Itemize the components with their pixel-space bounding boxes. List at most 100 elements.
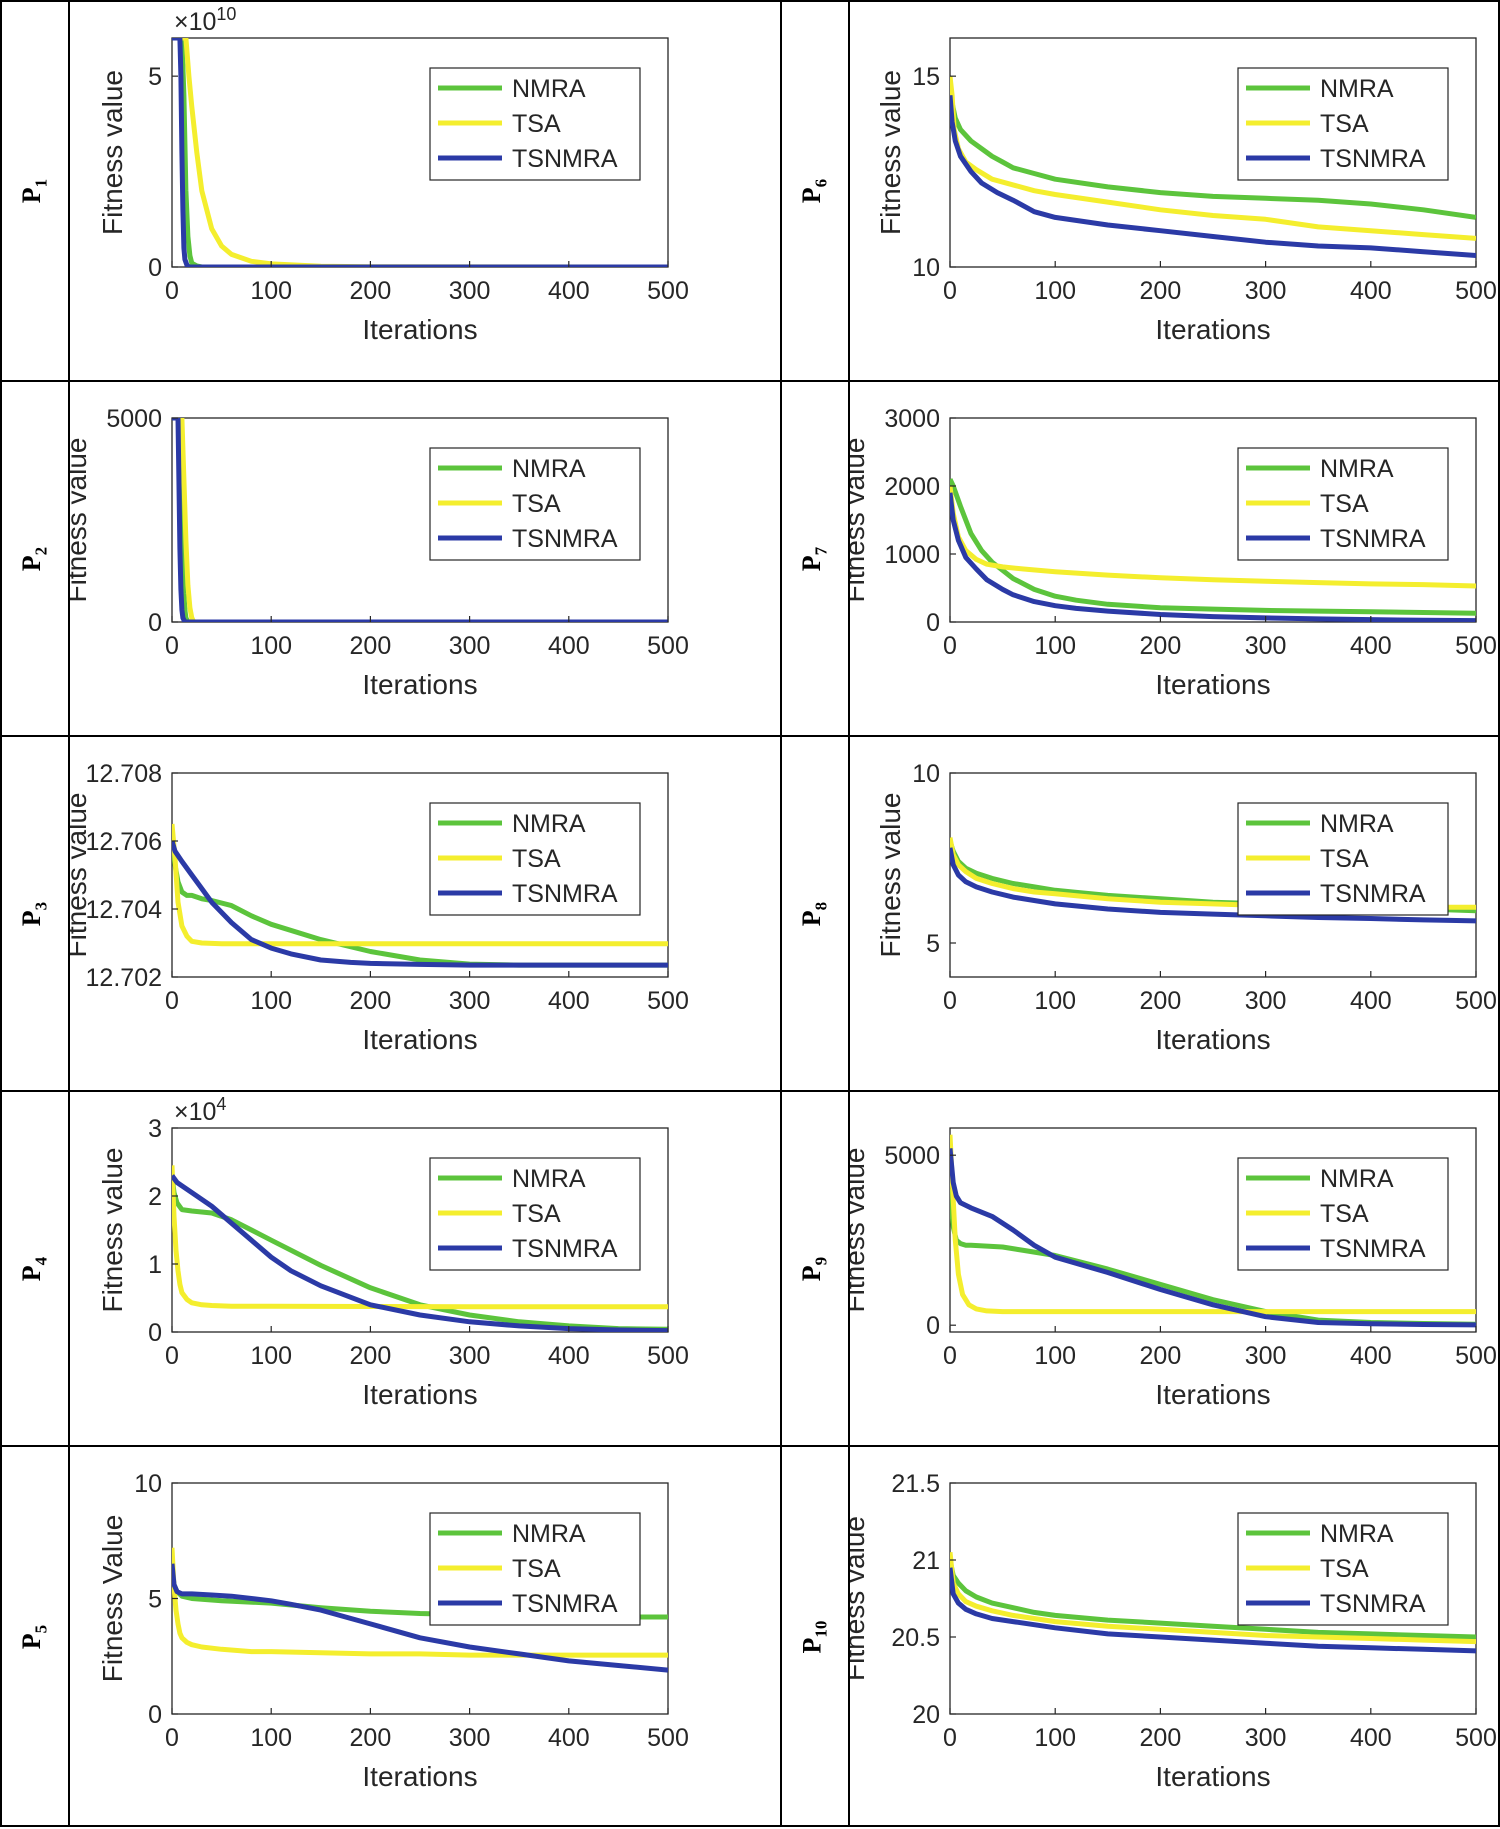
- y-axis-label: Fitness value: [97, 70, 128, 235]
- x-axis-label: Iterations: [1155, 314, 1270, 345]
- table-vline: [1498, 0, 1500, 1827]
- y-axis-label: Fitness value: [70, 793, 92, 958]
- x-axis-label: Iterations: [1155, 669, 1270, 700]
- x-tick-label: 300: [449, 987, 491, 1015]
- x-tick-label: 300: [449, 1342, 491, 1370]
- legend-label-tsnmra: TSNMRA: [1320, 525, 1426, 553]
- series-line-nmra: [950, 478, 1476, 616]
- x-tick-label: 500: [1455, 1342, 1497, 1370]
- series-line-tsnmra: [950, 95, 1476, 258]
- legend-label-nmra: NMRA: [512, 1165, 586, 1193]
- chart-p3: 0 100 200 300 400 500 12.702 12.704 12.706 12.708…: [61, 760, 689, 1055]
- row-label-subscript: 7: [811, 546, 831, 555]
- y-tick-label: 0: [148, 1701, 162, 1729]
- chart-p10: 0 100 200 300 400 500 20 20.5 21 21.5 Iterations Fi…: [839, 1470, 1497, 1792]
- row-label-subscript: 10: [811, 1620, 831, 1638]
- y-axis-label: Fitness value: [850, 1516, 870, 1681]
- legend-label-tsnmra: TSNMRA: [1320, 1590, 1426, 1618]
- x-tick-label: 300: [449, 277, 491, 305]
- y-tick-label: 12.702: [86, 964, 162, 992]
- legend: NMRA TSA TSNMRA: [1237, 1512, 1449, 1626]
- series-line-nmra: [950, 90, 1476, 220]
- table-hline: [0, 0, 1500, 2]
- row-label-subscript: 5: [31, 1624, 51, 1634]
- legend: NMRA TSA TSNMRA: [1237, 67, 1449, 181]
- row-label-subscript: 1: [31, 178, 51, 188]
- x-axis-label: Iterations: [1155, 1024, 1270, 1055]
- x-tick-label: 400: [548, 277, 590, 305]
- y-tick-label: 12.704: [86, 896, 163, 924]
- legend: NMRA TSA TSNMRA: [429, 447, 641, 561]
- row-label-letter: P: [796, 909, 826, 926]
- y-tick-label: 15: [912, 63, 940, 91]
- series-line-tsnmra: [172, 418, 668, 622]
- table-vline: [0, 0, 2, 1827]
- y-tick-label: 2000: [884, 473, 940, 501]
- legend-label-tsnmra: TSNMRA: [1320, 145, 1426, 173]
- x-axis-label: Iterations: [362, 1761, 477, 1792]
- y-tick-label: 21.5: [891, 1470, 940, 1498]
- legend-label-tsa: TSA: [512, 1200, 561, 1228]
- y-exponent-label: ×1010: [174, 4, 236, 36]
- legend-label-tsa: TSA: [512, 1555, 561, 1583]
- x-tick-label: 200: [350, 1724, 392, 1752]
- row-label-letter: P: [16, 909, 46, 926]
- row-label-subscript: 2: [31, 546, 51, 555]
- row-label-letter: P: [796, 1264, 826, 1281]
- y-tick-label: 0: [148, 1319, 162, 1347]
- y-axis-label: Fitness value: [875, 793, 906, 958]
- x-tick-label: 300: [449, 1724, 491, 1752]
- chart-p1: 0 100 200 300 400 500 0 5 ×1010 Iterations Fitness…: [97, 4, 689, 345]
- series-line-tsa: [950, 1552, 1476, 1645]
- legend: NMRA TSA TSNMRA: [1237, 802, 1449, 916]
- x-tick-label: 500: [1455, 1724, 1497, 1752]
- y-tick-label: 0: [148, 254, 162, 282]
- y-tick-label: 12.708: [86, 760, 162, 788]
- x-tick-label: 100: [250, 987, 292, 1015]
- x-tick-label: 0: [943, 632, 957, 660]
- y-tick-label: 10: [134, 1470, 162, 1498]
- x-tick-label: 0: [943, 1724, 957, 1752]
- legend: NMRA TSA TSNMRA: [429, 1512, 641, 1626]
- legend-label-tsa: TSA: [1320, 1555, 1369, 1583]
- x-tick-label: 0: [165, 1724, 179, 1752]
- x-tick-label: 300: [1245, 987, 1287, 1015]
- y-tick-label: 5000: [106, 405, 162, 433]
- legend-label-nmra: NMRA: [512, 455, 586, 483]
- row-label-letter: P: [16, 1633, 46, 1650]
- x-tick-label: 500: [1455, 987, 1497, 1015]
- row-label-letter: P: [16, 187, 46, 204]
- legend-label-nmra: NMRA: [512, 810, 586, 838]
- x-tick-label: 100: [250, 632, 292, 660]
- series-line-tsnmra: [172, 1174, 668, 1332]
- x-tick-label: 400: [1350, 1724, 1392, 1752]
- chart-p8: 0 100 200 300 400 500 5 10 Iterations Fitness val…: [875, 760, 1497, 1055]
- x-axis-label: Iterations: [362, 314, 477, 345]
- y-axis-label: Fitness Value: [97, 1515, 128, 1683]
- series-line-tsnmra: [950, 492, 1476, 622]
- x-tick-label: 200: [1140, 277, 1182, 305]
- series-line-tsnmra: [172, 38, 668, 267]
- series-line-tsnmra: [172, 1563, 668, 1673]
- x-tick-label: 0: [165, 987, 179, 1015]
- legend-label-tsa: TSA: [1320, 845, 1369, 873]
- x-tick-label: 100: [250, 277, 292, 305]
- x-tick-label: 300: [1245, 1724, 1287, 1752]
- x-tick-label: 400: [1350, 987, 1392, 1015]
- x-axis-label: Iterations: [362, 1024, 477, 1055]
- legend-label-tsa: TSA: [512, 490, 561, 518]
- series-line-tsa: [172, 823, 668, 947]
- legend-label-tsa: TSA: [512, 845, 561, 873]
- table-hline: [0, 380, 1500, 382]
- y-exponent-label: ×104: [174, 1094, 226, 1126]
- y-tick-label: 5: [148, 1586, 162, 1614]
- row-label-p7: P7: [780, 542, 848, 576]
- chart-p6: 0 100 200 300 400 500 10 15 Iterations Fitness va…: [875, 37, 1497, 345]
- y-axis-label: Fitness value: [70, 438, 92, 603]
- row-label-letter: P: [796, 1637, 826, 1654]
- row-label-subscript: 8: [811, 901, 831, 910]
- y-tick-label: 0: [148, 609, 162, 637]
- row-label-p4: P4: [0, 1252, 68, 1286]
- legend: NMRA TSA TSNMRA: [1237, 1157, 1449, 1271]
